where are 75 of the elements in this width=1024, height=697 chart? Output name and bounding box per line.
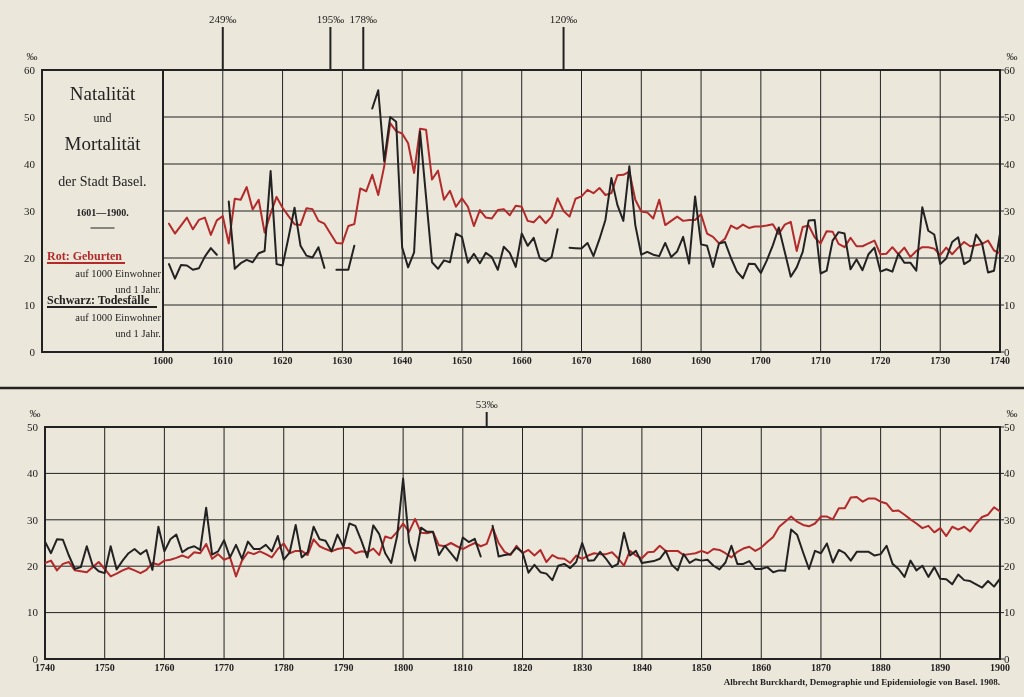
y2-tick-label: 50 (1004, 420, 1016, 433)
x-tick-label: 1770 (214, 662, 235, 673)
y-tick-label: 60 (24, 63, 36, 76)
x-tick-label: 1670 (571, 355, 592, 366)
text: auf 1000 Einwohner und 1 Jahr. (75, 268, 162, 295)
x-tick-label: 1900 (990, 662, 1010, 673)
x-tick-label: 1780 (273, 662, 294, 673)
y2-tick-label: 50 (1004, 110, 1016, 123)
y-tick-label: 0 (29, 345, 36, 358)
x-tick-label: 1820 (512, 662, 533, 673)
annotation: 195‰ (316, 13, 345, 25)
x-tick-label: 1690 (691, 355, 712, 366)
y2-tick-label: 0 (1004, 345, 1010, 358)
y2-tick-label: 30 (1004, 513, 1016, 526)
x-tick-label: 1860 (751, 662, 772, 673)
y-tick-label: 10 (27, 606, 39, 619)
y2-axis-title: ‰ (1006, 407, 1018, 419)
y2-tick-label: 40 (1004, 467, 1016, 480)
x-tick-label: 1660 (511, 355, 532, 366)
annotation: 53‰ (475, 398, 498, 410)
y-tick-label: 50 (27, 420, 39, 433)
x-tick-label: 1870 (810, 662, 831, 673)
x-tick-label: 1890 (930, 662, 951, 673)
x-tick-label: 1700 (750, 355, 771, 366)
y-tick-label: 40 (24, 157, 36, 170)
y2-tick-label: 30 (1004, 204, 1016, 217)
x-tick-label: 1790 (333, 662, 354, 673)
annotation: 249‰ (209, 13, 237, 25)
text: auf 1000 Einwohner und 1 Jahr. (75, 312, 162, 339)
x-tick-label: 1620 (272, 355, 293, 366)
y2-tick-label: 0 (1004, 652, 1010, 665)
x-tick-label: 1740 (35, 662, 55, 673)
y2-tick-label: 20 (1004, 560, 1016, 573)
y2-tick-label: 10 (1004, 298, 1016, 311)
x-tick-label: 1740 (990, 355, 1010, 366)
text: Natalität und Mortalität der Stadt Basel. (58, 83, 147, 189)
x-tick-label: 1850 (691, 662, 712, 673)
y-tick-label: 20 (24, 251, 36, 264)
x-tick-label: 1610 (212, 355, 233, 366)
y-axis-title: ‰ (29, 407, 41, 419)
y2-tick-label: 60 (1004, 63, 1016, 76)
y2-axis-title: ‰ (1006, 50, 1018, 62)
x-tick-label: 1830 (572, 662, 593, 673)
x-tick-label: 1680 (631, 355, 652, 366)
y-tick-label: 50 (24, 110, 36, 123)
text: Rot: Geburten (47, 249, 123, 263)
y-tick-label: 10 (24, 298, 36, 311)
y-tick-label: 20 (27, 560, 39, 573)
x-tick-label: 1810 (452, 662, 473, 673)
y2-tick-label: 10 (1004, 606, 1016, 619)
text: 1601—1900. (76, 207, 130, 218)
x-tick-label: 1640 (392, 355, 413, 366)
x-tick-label: 1730 (930, 355, 951, 366)
x-tick-label: 1630 (332, 355, 353, 366)
text: Schwarz: Todesfälle (47, 293, 151, 307)
x-tick-label: 1750 (94, 662, 115, 673)
line-series (167, 122, 1000, 259)
text: Albrecht Burckhardt, Demographie und Epidemiologie von Basel. 1908. (723, 677, 1000, 687)
y2-tick-label: 40 (1004, 157, 1016, 170)
x-tick-label: 1800 (393, 662, 414, 673)
x-tick-label: 1600 (153, 355, 173, 366)
x-tick-label: 1840 (631, 662, 652, 673)
x-tick-label: 1710 (810, 355, 831, 366)
annotation: 120‰ (549, 13, 578, 25)
y-tick-label: 30 (24, 204, 36, 217)
y-tick-label: 0 (32, 652, 39, 665)
x-tick-label: 1760 (154, 662, 175, 673)
y-axis-title: ‰ (26, 50, 38, 62)
annotation: 178‰ (349, 13, 378, 25)
y-tick-label: 40 (27, 467, 39, 480)
x-tick-label: 1880 (870, 662, 891, 673)
y2-tick-label: 20 (1004, 251, 1016, 264)
x-tick-label: 1650 (451, 355, 472, 366)
y-tick-label: 30 (27, 513, 39, 526)
x-tick-label: 1720 (870, 355, 891, 366)
